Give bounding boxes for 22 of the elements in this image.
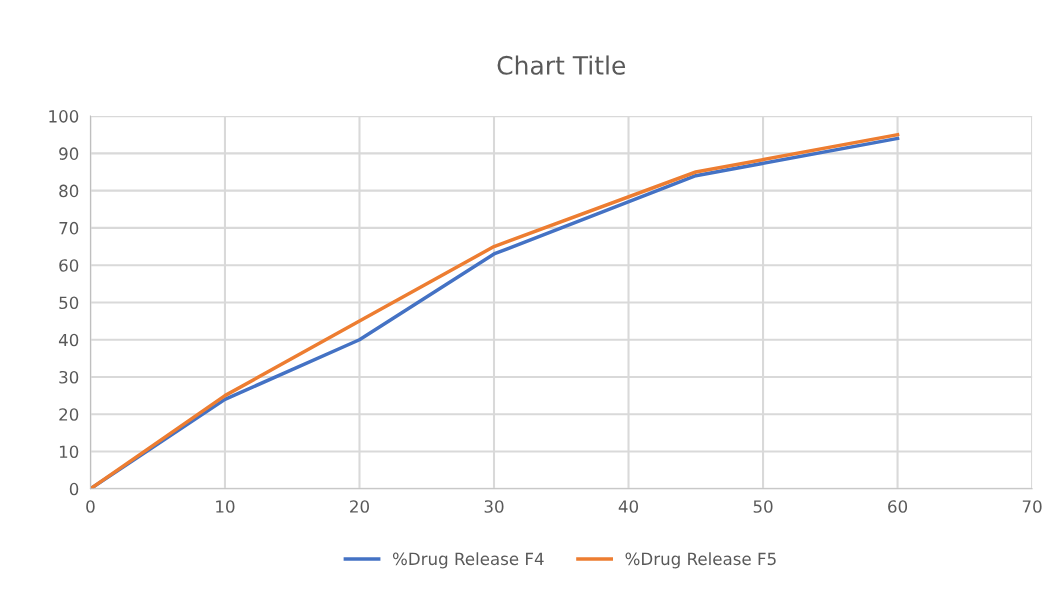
y-tick-label: 100 [49,110,79,123]
y-tick-label: 90 [59,147,79,160]
y-tick-label: 60 [59,259,79,272]
x-tick-label: 70 [1022,500,1042,513]
y-tick-label: 20 [59,408,79,421]
legend-label: %Drug Release F4 [392,552,544,569]
y-tick-label: 0 [69,482,79,496]
x-tick-label: 30 [484,500,504,513]
chart-title: Chart Title [497,55,626,75]
y-tick-label: 70 [59,221,79,235]
x-tick-label: 20 [350,500,369,513]
legend-label: %Drug Release F5 [625,552,776,569]
x-tick-label: 40 [618,500,639,513]
x-tick-label: 10 [216,500,235,513]
y-tick-label: 40 [58,333,79,347]
x-tick-label: 0 [86,500,95,513]
y-tick-label: 10 [59,445,79,459]
y-tick-label: 50 [59,296,79,310]
y-tick-label: 30 [59,370,79,384]
x-tick-label: 50 [753,500,773,513]
y-tick-label: 80 [59,184,79,198]
x-tick-label: 60 [888,500,908,513]
